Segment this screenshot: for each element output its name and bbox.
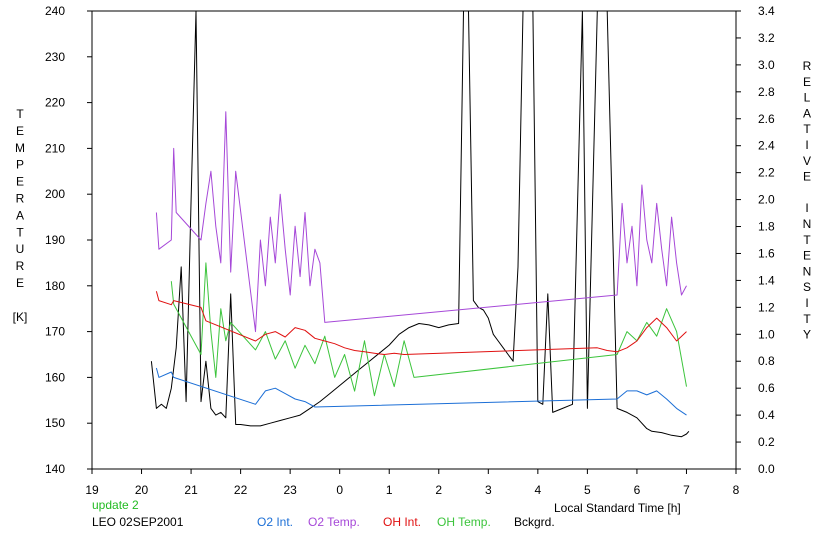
y-right-title-char: I	[805, 296, 808, 310]
x-tick-label: 2	[435, 483, 442, 497]
y-right-title-char: T	[803, 122, 811, 136]
series-line-oh-temp	[170, 262, 687, 397]
y-right-tick-label: 3.4	[758, 4, 775, 18]
legend-o2-int: O2 Int.	[257, 515, 293, 529]
y-left-title-char: [K]	[13, 310, 28, 324]
y-left-title-char: R	[16, 192, 25, 206]
y-left-tick-label: 210	[45, 141, 65, 155]
y-right-tick-label: 1.2	[758, 300, 775, 314]
y-right-tick-label: 0.8	[758, 354, 775, 368]
x-tick-label: 23	[283, 483, 297, 497]
y-left-tick-label: 150	[45, 416, 65, 430]
y-left-title-char: P	[16, 158, 24, 172]
x-tick-label: 22	[234, 483, 248, 497]
x-tick-label: 4	[535, 483, 542, 497]
y-right-title-char: I	[805, 201, 808, 215]
x-tick-label: 1	[386, 483, 393, 497]
y-left-tick-label: 220	[45, 96, 65, 110]
y-left-title-char: A	[16, 208, 24, 222]
y-right-title-char: R	[803, 59, 812, 73]
y-right-tick-label: 3.0	[758, 58, 775, 72]
y-right-tick-label: 1.0	[758, 327, 775, 341]
y-right-title-char: V	[803, 154, 811, 168]
x-tick-label: 21	[184, 483, 198, 497]
legend-oh-temp: OH Temp.	[437, 515, 491, 529]
y-right-tick-label: 2.4	[758, 139, 775, 153]
y-right-title-char: T	[803, 312, 811, 326]
y-left-tick-label: 170	[45, 325, 65, 339]
x-tick-label: 6	[634, 483, 641, 497]
x-tick-label: 0	[336, 483, 343, 497]
y-right-title-char: E	[803, 249, 811, 263]
x-tick-label: 19	[85, 483, 99, 497]
series-line-o2-temp	[155, 111, 687, 333]
y-right-tick-label: 0.0	[758, 462, 775, 476]
y-left-title-char: E	[16, 124, 24, 138]
y-right-tick-label: 0.4	[758, 408, 775, 422]
y-axis-right: 0.0 0.2 0.4 0.6 0.8 1.0 1.2 1.4 1.6 1.8 2.0 2.2 2.4 2…	[736, 4, 775, 476]
y-left-tick-label: 190	[45, 233, 65, 247]
x-tick-label: 5	[584, 483, 591, 497]
x-tick-label: 3	[485, 483, 492, 497]
y-right-tick-label: 1.6	[758, 246, 775, 260]
y-left-title-char: E	[16, 276, 24, 290]
x-tick-label: 8	[733, 483, 740, 497]
y-left-tick-label: 140	[45, 462, 65, 476]
y-left-tick-label: 180	[45, 279, 65, 293]
y-left-tick-label: 240	[45, 4, 65, 18]
y-right-title-char: N	[803, 264, 812, 278]
y-right-title-char: E	[803, 170, 811, 184]
x-tick-label: 7	[683, 483, 690, 497]
y-right-title-char: E	[803, 75, 811, 89]
y-right-tick-label: 0.2	[758, 435, 775, 449]
y-right-tick-label: 3.2	[758, 31, 775, 45]
y-right-tick-label: 2.6	[758, 112, 775, 126]
x-axis-title: Local Standard Time [h]	[554, 501, 681, 515]
y-left-title-char: E	[16, 175, 24, 189]
series-line-oh-int	[155, 291, 687, 355]
y-right-tick-label: 2.0	[758, 193, 775, 207]
legend-oh-int: OH Int.	[383, 515, 421, 529]
y-left-tick-label: 200	[45, 187, 65, 201]
y-right-tick-label: 0.6	[758, 381, 775, 395]
y-left-title-char: M	[15, 141, 25, 155]
y-right-title-char: A	[803, 106, 811, 120]
y-left-title-char: R	[16, 259, 25, 273]
station-label: LEO 02SEP2001	[92, 515, 184, 529]
y-left-tick-label: 230	[45, 50, 65, 64]
x-axis: 19 20 21 22 23 0 1 2 3 4 5 6 7 8	[85, 469, 740, 497]
series-layer	[150, 10, 690, 438]
y-right-title-char: L	[804, 91, 811, 105]
y-right-tick-label: 1.8	[758, 220, 775, 234]
y-right-title-char: Y	[803, 328, 811, 342]
y-right-title-char: I	[805, 138, 808, 152]
y-right-title-char: T	[803, 233, 811, 247]
y-right-tick-label: 1.4	[758, 273, 775, 287]
update-label: update 2	[92, 498, 139, 512]
y-axis-left: 140 150 160 170 180 190 200 210 220 230 240	[45, 4, 92, 476]
y-right-tick-label: 2.2	[758, 166, 775, 180]
y-left-title-char: U	[16, 242, 25, 256]
legend-bckgrd: Bckgrd.	[514, 515, 555, 529]
y-right-title-char: N	[803, 217, 812, 231]
legend-o2-temp: O2 Temp.	[308, 515, 360, 529]
series-line-o2-int	[155, 367, 687, 416]
y-left-tick-label: 160	[45, 370, 65, 384]
x-tick-label: 20	[135, 483, 149, 497]
y-left-title-char: T	[16, 225, 24, 239]
y-right-title-char: S	[803, 280, 811, 294]
series-line-bckgrd	[150, 10, 690, 438]
y-left-title-char: T	[16, 107, 24, 121]
y-right-tick-label: 2.8	[758, 85, 775, 99]
